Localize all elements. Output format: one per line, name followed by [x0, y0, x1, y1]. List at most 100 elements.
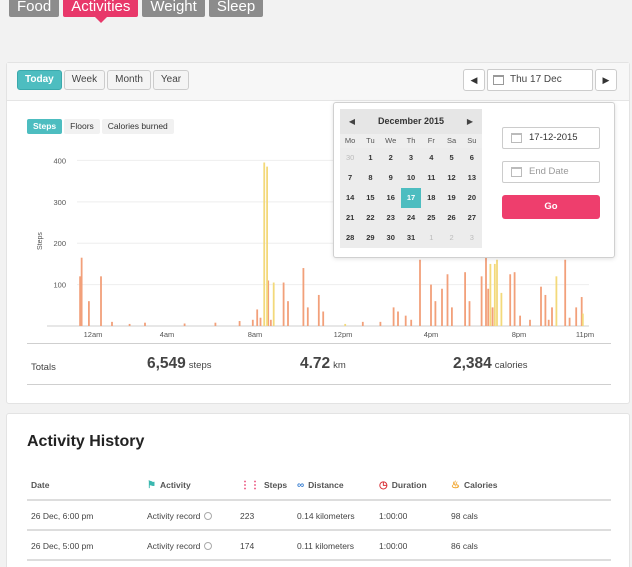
chart-bar	[392, 307, 395, 326]
next-month-icon[interactable]: ▶	[466, 117, 474, 126]
calendar-day[interactable]: 10	[406, 173, 416, 182]
range-today-button[interactable]: Today	[17, 70, 62, 90]
metric-floors-tab[interactable]: Floors	[64, 119, 100, 134]
calendar-day[interactable]: 3	[469, 233, 474, 242]
triangle-left-icon: ◀	[470, 75, 478, 85]
date-navigator: ◀ Thu 17 Dec ▶	[463, 69, 617, 91]
chart-bar	[581, 313, 584, 326]
calendar-day[interactable]: 12	[447, 173, 456, 182]
row-duration: 1:00:00	[379, 511, 408, 521]
metric-calories-tab[interactable]: Calories burned	[101, 119, 174, 134]
chart-bar	[487, 288, 490, 326]
calendar-day[interactable]: 29	[366, 233, 375, 242]
calendar-day[interactable]: 15	[366, 193, 375, 202]
table-row[interactable]: 26 Dec, 6:00 pm Activity record 223 0.14…	[27, 501, 611, 531]
next-date-button[interactable]: ▶	[595, 69, 617, 91]
calendar-day[interactable]: 1	[368, 153, 373, 162]
footsteps-icon: ⋮⋮	[240, 480, 260, 491]
calendar-day[interactable]: 23	[386, 213, 395, 222]
calendar-day[interactable]: 11	[427, 173, 436, 182]
calendar-day[interactable]: 18	[427, 193, 436, 202]
weekday-label: Tu	[366, 136, 375, 145]
calendar-day[interactable]: 9	[388, 173, 393, 182]
go-button[interactable]: Go	[502, 195, 600, 219]
calendar: ◀ December 2015 ▶ Mo Tu We Th Fr Sa Su 30 1 2 3 4 5…	[340, 109, 482, 248]
calendar-day[interactable]: 2	[388, 153, 393, 162]
calendar-weekdays: Mo Tu We Th Fr Sa Su	[340, 134, 482, 148]
current-date-label: Thu 17 Dec	[510, 74, 562, 85]
calendar-day[interactable]: 13	[467, 173, 477, 182]
calendar-day[interactable]: 19	[447, 193, 456, 202]
range-month-button[interactable]: Month	[107, 70, 151, 90]
calendar-day-selected[interactable]: 17	[400, 188, 422, 208]
calendar-day[interactable]: 30	[345, 153, 355, 162]
calendar-day[interactable]: 31	[406, 233, 416, 242]
x-tick-label: 12am	[84, 330, 103, 338]
calendar-day[interactable]: 14	[345, 193, 355, 202]
row-steps: 174	[240, 541, 255, 551]
chart-bar	[410, 319, 413, 326]
chart-bar	[128, 323, 131, 326]
tab-sleep[interactable]: Sleep	[208, 0, 264, 17]
chart-bar	[568, 317, 571, 326]
calendar-day[interactable]: 7	[348, 173, 353, 182]
calendar-day[interactable]: 4	[429, 153, 434, 162]
calendar-day[interactable]: 26	[447, 213, 456, 222]
col-distance-label: Distance	[308, 480, 344, 490]
weekday-label: Fr	[427, 136, 435, 145]
calendar-day[interactable]: 20	[467, 193, 477, 202]
chart-bar	[263, 162, 266, 326]
chart-bar	[256, 309, 259, 326]
col-steps-label: Steps	[264, 480, 288, 490]
row-distance: 0.11 kilometers	[297, 541, 355, 551]
chart-bar	[272, 282, 275, 326]
metric-steps-tab[interactable]: Steps	[27, 119, 63, 134]
prev-date-button[interactable]: ◀	[463, 69, 485, 91]
calendar-day[interactable]: 6	[469, 153, 474, 162]
chart-bar	[287, 301, 289, 326]
chart-bar	[183, 323, 186, 326]
start-date-input[interactable]: 17-12-2015	[502, 127, 600, 149]
calendar-day[interactable]: 8	[368, 173, 373, 182]
weekday-label: We	[385, 136, 397, 145]
row-activity: Activity record	[147, 531, 213, 561]
calendar-day[interactable]: 25	[427, 213, 436, 222]
date-picker-field[interactable]: Thu 17 Dec	[487, 69, 593, 91]
col-steps: ⋮⋮ Steps	[240, 470, 287, 501]
tab-activities[interactable]: Activities	[63, 0, 139, 23]
calendar-day[interactable]: 30	[386, 233, 395, 242]
calendar-day[interactable]: 22	[366, 213, 375, 222]
calendar-day[interactable]: 16	[386, 193, 395, 202]
chart-bar	[485, 251, 487, 326]
calendar-day[interactable]: 5	[449, 153, 454, 162]
calendar-day[interactable]: 21	[345, 213, 355, 222]
tab-food[interactable]: Food	[9, 0, 60, 17]
x-tick-label: 11pm	[576, 330, 594, 338]
table-row[interactable]: 26 Dec, 5:00 pm Activity record 174 0.11…	[27, 531, 611, 561]
chart-bar	[88, 301, 90, 326]
calendar-day[interactable]: 2	[449, 233, 454, 242]
calendar-day[interactable]: 24	[406, 213, 416, 222]
calendar-day[interactable]: 1	[429, 233, 434, 242]
chart-bar	[397, 311, 399, 326]
range-week-button[interactable]: Week	[63, 70, 106, 90]
weekday-label: Mo	[344, 136, 356, 145]
row-activity-label: Activity record	[147, 511, 201, 521]
chart-bar	[547, 319, 550, 326]
tab-weight[interactable]: Weight	[142, 0, 205, 17]
chart-bar	[564, 259, 567, 326]
prev-month-icon[interactable]: ◀	[348, 117, 356, 126]
calendar-icon	[511, 133, 522, 143]
calendar-day[interactable]: 3	[408, 153, 414, 162]
end-date-input[interactable]: End Date	[502, 161, 600, 183]
calendar-day[interactable]: 28	[345, 233, 355, 242]
chart-bar	[551, 307, 553, 326]
calendar-days: 30 1 2 3 4 5 6 7 8 9 10 11 12 13 14 15 16 17 18 19 20 21 22 23 2…	[340, 148, 482, 248]
range-year-button[interactable]: Year	[152, 70, 190, 90]
chart-bar	[238, 321, 241, 326]
chart-bar	[464, 272, 466, 326]
chart-bar	[251, 319, 254, 326]
start-date-value: 17-12-2015	[529, 132, 578, 143]
calendar-day[interactable]: 27	[467, 213, 477, 222]
total-steps-value: 6,549	[147, 355, 186, 372]
